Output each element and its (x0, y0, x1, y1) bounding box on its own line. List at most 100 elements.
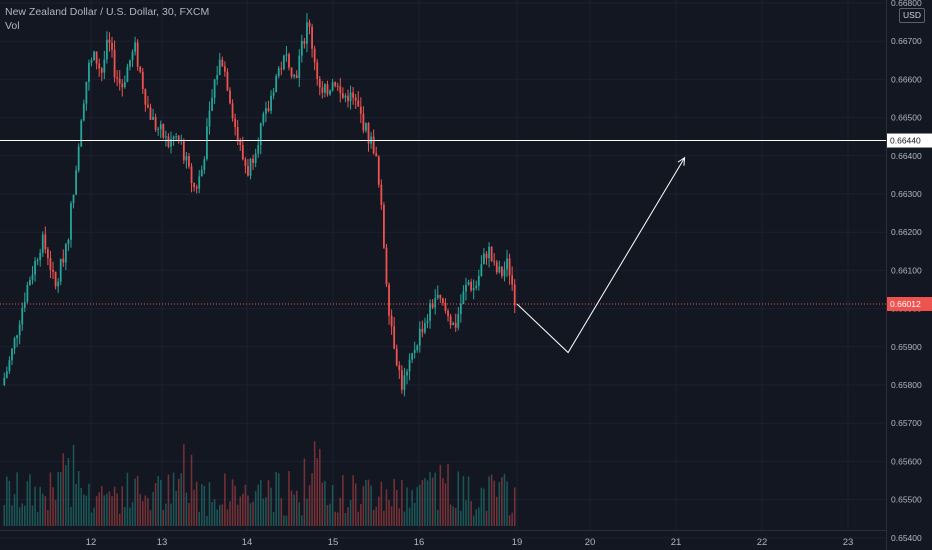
candle-body (434, 298, 437, 308)
candle-body (406, 371, 408, 376)
candle-body (339, 86, 342, 94)
x-tick-label: 13 (157, 537, 168, 548)
volume-bar (193, 489, 195, 526)
volume-bar (34, 486, 36, 526)
volume-bar (3, 505, 6, 526)
candle-body (129, 60, 131, 67)
candle-body (93, 51, 95, 61)
volume-bar (421, 480, 424, 526)
volume-bar (478, 507, 480, 526)
candle-body (170, 139, 172, 147)
volume-bar (288, 471, 290, 526)
horizontal-level-tag (887, 133, 932, 148)
candle-body (167, 136, 170, 147)
volume-bar (139, 494, 141, 526)
volume-bar (431, 477, 434, 526)
volume-bar (511, 512, 513, 526)
volume-bar (70, 506, 72, 526)
y-tick-label: 0.65600 (891, 456, 922, 466)
candle-body (298, 55, 301, 78)
volume-bar (390, 506, 393, 526)
candle-body (282, 55, 285, 70)
candle-body (247, 165, 249, 176)
volume-bar (444, 483, 447, 526)
volume-bar (126, 472, 129, 526)
volume-bar (436, 509, 439, 526)
candle-body (288, 54, 290, 68)
volume-bar (426, 480, 429, 526)
candle-body (57, 281, 60, 287)
volume-bar (501, 477, 503, 526)
candle-body (229, 90, 231, 104)
candle-body (121, 83, 124, 88)
candle-body (257, 145, 260, 154)
candle-body (393, 326, 396, 349)
candle-body (49, 258, 52, 270)
candle-body (377, 156, 380, 185)
last-price-label: 0.66012 (890, 299, 921, 309)
volume-bar (49, 472, 52, 526)
candle-body (280, 68, 283, 70)
candle-body (103, 59, 106, 73)
volume-bar (147, 497, 149, 526)
volume-bar (167, 474, 170, 526)
candle-body (436, 294, 439, 299)
volume-bar (106, 493, 108, 526)
candle-body (416, 345, 419, 350)
volume-bar (393, 478, 395, 526)
candle-body (498, 266, 501, 273)
candle-body (177, 136, 180, 140)
y-tick-label: 0.66800 (891, 0, 922, 8)
candle-body (462, 291, 465, 304)
candle-body (29, 279, 31, 286)
volume-bar (236, 504, 239, 526)
x-tick-label: 23 (843, 537, 854, 548)
volume-bar (347, 507, 349, 526)
candle-body (39, 252, 42, 261)
candle-body (139, 66, 142, 72)
volume-bar (485, 510, 488, 526)
volume-bar (213, 499, 216, 526)
volume-bar (339, 497, 342, 526)
volume-bar (242, 493, 244, 526)
volume-bar (395, 489, 398, 526)
volume-bar (442, 478, 444, 526)
candle-body (431, 303, 434, 308)
volume-bar (175, 490, 177, 526)
volume-bar (316, 458, 318, 526)
candle-body (485, 253, 488, 259)
candle-body (72, 194, 75, 204)
candle-body (418, 328, 421, 346)
volume-bar (59, 471, 62, 526)
candle-body (118, 78, 121, 84)
candle-body (344, 95, 347, 98)
volume-bar (16, 472, 18, 526)
volume-bar (280, 498, 283, 526)
candle-body (157, 129, 160, 131)
candle-body (13, 338, 16, 349)
candle-body (52, 269, 54, 272)
candle-body (239, 140, 242, 146)
volume-bar (272, 511, 275, 526)
volume-bar (378, 496, 380, 526)
volume-bar (190, 454, 193, 526)
volume-bar (434, 472, 436, 526)
volume-bar (398, 508, 401, 526)
candle-body (111, 42, 113, 50)
volume-bar (103, 495, 106, 526)
volume-bar (239, 496, 242, 526)
candle-body (365, 123, 367, 131)
candle-body (362, 113, 365, 131)
candle-body (98, 63, 101, 69)
candle-body (262, 113, 265, 124)
candle-body (334, 82, 337, 86)
currency-button[interactable]: USD (899, 8, 925, 23)
y-tick-label: 0.66300 (891, 189, 922, 199)
candle-body (372, 136, 375, 154)
candle-body (11, 348, 13, 361)
y-tick-label: 0.65500 (891, 495, 922, 505)
candle-body (154, 116, 157, 130)
volume-bar (462, 476, 465, 526)
volume-bar (472, 515, 475, 526)
